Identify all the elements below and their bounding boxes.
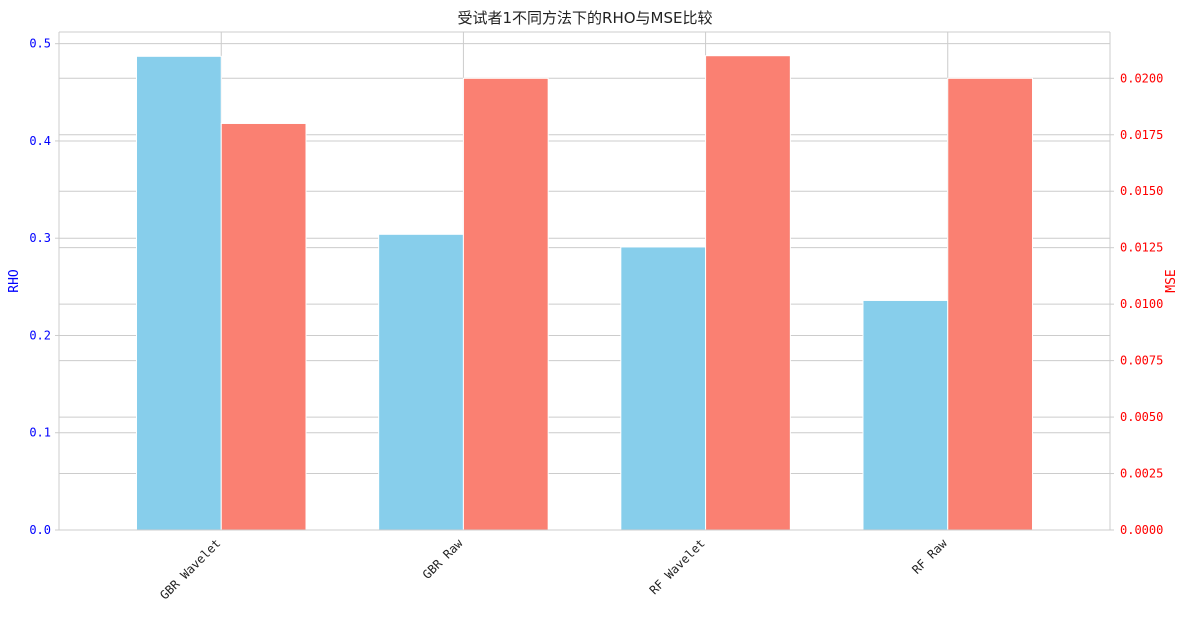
bars [135, 55, 1034, 531]
tick-label-left: 0.5 [29, 37, 51, 51]
tick-label-left: 0.1 [29, 426, 51, 440]
tick-label-left: 0.3 [29, 231, 51, 245]
bar-mse [462, 77, 549, 531]
bar-rho [135, 55, 222, 531]
tick-label-left: 0.2 [29, 328, 51, 342]
category-label: GBR Wavelet [157, 536, 223, 602]
tick-label-left: 0.4 [29, 134, 51, 148]
tick-label-left: 0.0 [29, 523, 51, 537]
category-label: RF Raw [909, 536, 950, 577]
tick-label-right: 0.0025 [1120, 467, 1163, 481]
bar-rho [862, 299, 949, 531]
bar-mse [220, 122, 307, 531]
bar-mse [705, 55, 791, 531]
chart-title: 受试者1不同方法下的RHO与MSE比较 [458, 9, 713, 27]
tick-label-right: 0.0125 [1120, 241, 1163, 255]
tick-label-right: 0.0200 [1120, 71, 1163, 85]
tick-label-right: 0.0100 [1120, 297, 1163, 311]
y-axis-left-label: RHO [7, 269, 22, 293]
category-label: RF Wavelet [647, 536, 708, 597]
tick-label-right: 0.0050 [1120, 410, 1163, 424]
tick-label-right: 0.0175 [1120, 128, 1163, 142]
tick-label-right: 0.0075 [1120, 354, 1163, 368]
bar-mse [947, 77, 1034, 531]
y-axis-right-label: MSE [1164, 269, 1179, 292]
tick-label-right: 0.0150 [1120, 184, 1163, 198]
bar-rho [620, 246, 707, 531]
tick-label-right: 0.0000 [1120, 523, 1163, 537]
category-label: GBR Raw [420, 536, 466, 582]
bar-rho [378, 233, 464, 531]
